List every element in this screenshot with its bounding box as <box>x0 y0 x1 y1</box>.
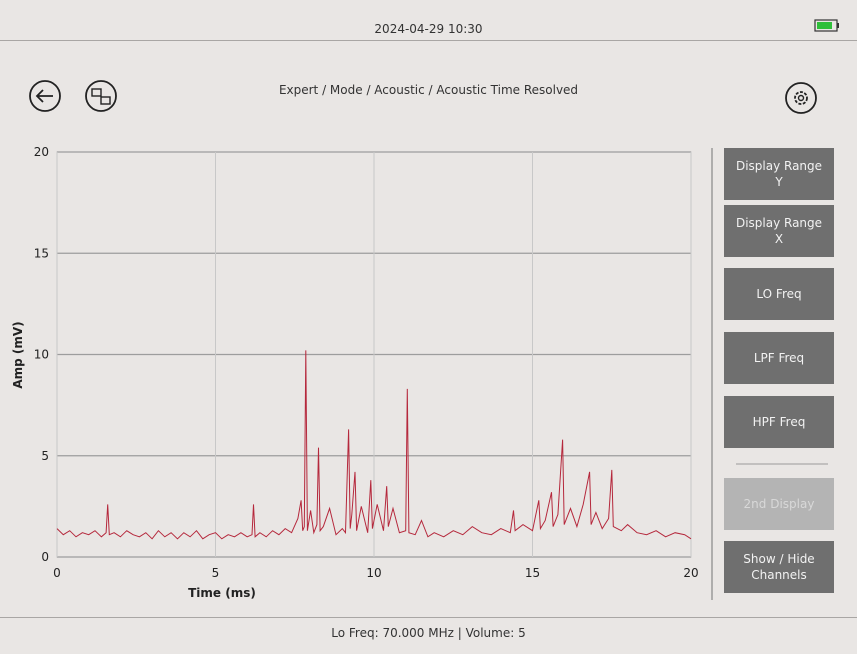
panel-button[interactable]: LPF Freq <box>724 332 834 384</box>
footer-bar <box>0 617 857 654</box>
panel-button[interactable]: Display Range Y <box>724 148 834 200</box>
x-axis-label: Time (ms) <box>188 586 256 600</box>
x-tick-label: 20 <box>683 566 698 580</box>
footer-status: Lo Freq: 70.000 MHz | Volume: 5 <box>331 626 526 640</box>
panel-button[interactable]: Show / Hide Channels <box>724 541 834 593</box>
x-tick-label: 0 <box>53 566 61 580</box>
y-tick-label: 10 <box>34 348 49 362</box>
signal-line <box>56 350 692 540</box>
y-tick-label: 15 <box>34 246 49 260</box>
panel-button[interactable]: Display Range X <box>724 205 834 257</box>
datetime: 2024-04-29 10:30 <box>374 22 483 36</box>
switch-button[interactable] <box>85 80 117 112</box>
y-axis-label: Amp (mV) <box>11 321 25 388</box>
panel-button[interactable]: HPF Freq <box>724 396 834 448</box>
y-tick-label: 20 <box>34 145 49 159</box>
back-button[interactable] <box>29 80 61 112</box>
settings-button[interactable] <box>785 82 817 114</box>
x-tick-label: 10 <box>366 566 381 580</box>
panel-button[interactable]: LO Freq <box>724 268 834 320</box>
panel-button: 2nd Display <box>724 478 834 530</box>
battery-level <box>817 22 832 29</box>
y-tick-label: 5 <box>41 449 49 463</box>
battery-tip <box>837 23 839 28</box>
y-tick-label: 0 <box>41 550 49 564</box>
x-tick-label: 5 <box>212 566 220 580</box>
x-tick-label: 15 <box>525 566 540 580</box>
breadcrumb: Expert / Mode / Acoustic / Acoustic Time… <box>278 83 579 97</box>
status-bar <box>0 0 857 41</box>
